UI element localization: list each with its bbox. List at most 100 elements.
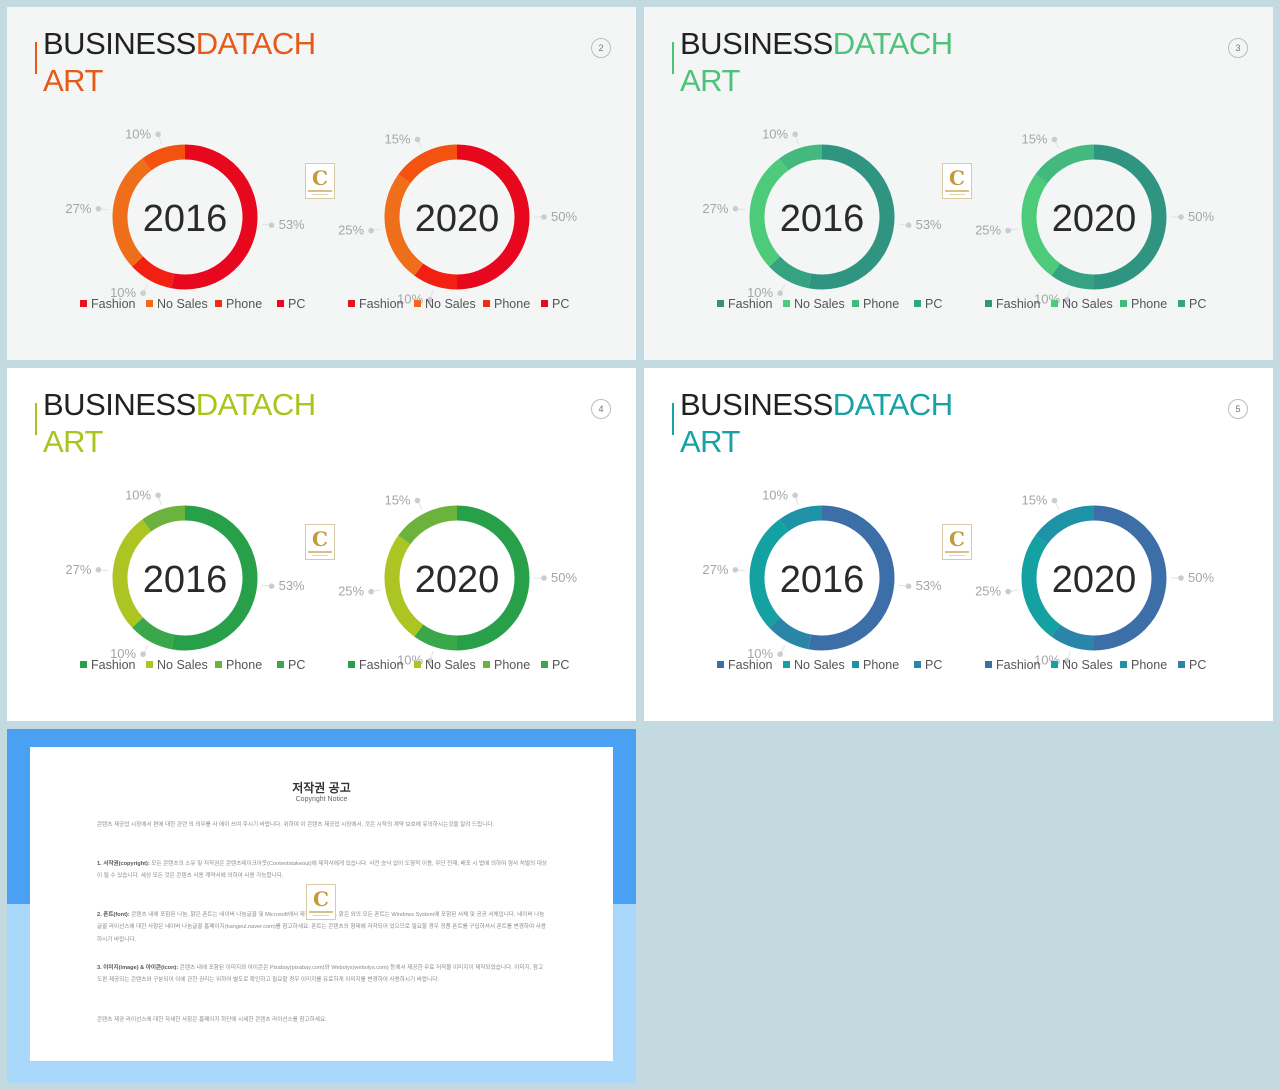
legend-swatch-no-sales bbox=[783, 300, 790, 307]
legend-swatch-pc bbox=[541, 300, 548, 307]
slide-2[interactable]: BUSINESSDATACH ART 2 53% 10% 27% 10% 2016 Fash… bbox=[7, 7, 636, 360]
legend-swatch-phone bbox=[852, 661, 859, 668]
slide-5[interactable]: BUSINESSDATACH ART 5 53% 10% 27% 10% 2016 Fash… bbox=[644, 368, 1273, 721]
watermark-logo: C bbox=[305, 163, 335, 199]
donut-charts: 53% 10% 27% 10% 2016 Fashion No Sales Phone PC 50… bbox=[702, 487, 1214, 672]
data-label-phone-2016: 27% bbox=[702, 201, 728, 216]
notice-title: 저작권 공고 bbox=[292, 781, 351, 795]
data-label-fashion-2020: 50% bbox=[551, 209, 577, 224]
title-accent-bar bbox=[672, 42, 674, 74]
data-label-no-sales-2016: 10% bbox=[747, 646, 773, 661]
leader-dot bbox=[1178, 575, 1184, 581]
title-part-datach: DATACH bbox=[195, 387, 316, 422]
leader-dot bbox=[155, 131, 161, 138]
year-label-2020: 2020 bbox=[1052, 198, 1137, 240]
data-label-no-sales-2016: 10% bbox=[747, 285, 773, 300]
donut-charts: 53% 10% 27% 10% 2016 Fashion No Sales Phone PC 50… bbox=[65, 126, 577, 311]
legend-swatch-pc bbox=[1178, 661, 1185, 668]
notice-section-image-head: 3. 이미지(image) & 아이콘(icon): bbox=[97, 965, 179, 971]
legend-swatch-fashion bbox=[717, 661, 724, 668]
data-label-pc-2020: 15% bbox=[384, 493, 410, 508]
legend-item-fashion: Fashion bbox=[91, 297, 136, 311]
leader-dot bbox=[1051, 497, 1058, 504]
legend-item-pc: PC bbox=[552, 297, 569, 311]
legend-swatch-phone bbox=[215, 661, 222, 668]
data-label-pc-2016: 10% bbox=[762, 126, 788, 141]
legend-swatch-pc bbox=[277, 300, 284, 307]
notice-section-copyright-body: 모든 콘텐츠의 소유 및 저작권은 콘텐츠테이크아웃(Contentstakeo… bbox=[97, 861, 547, 880]
data-label-fashion-2020: 50% bbox=[1188, 570, 1214, 585]
notice-subtitle: Copyright Notice bbox=[295, 796, 348, 803]
logo-letter-c-icon: C bbox=[949, 527, 965, 551]
legend-item-pc: PC bbox=[552, 658, 569, 672]
donut-slice-fashion-2016 bbox=[808, 505, 895, 651]
year-label-2016: 2016 bbox=[780, 559, 865, 601]
legend-item-no-sales: No Sales bbox=[157, 658, 208, 672]
legend-item-fashion: Fashion bbox=[359, 658, 404, 672]
title-accent-bar bbox=[35, 403, 37, 435]
legend-item-pc: PC bbox=[1189, 658, 1206, 672]
notice-section-font-body: 콘텐츠 내에 포함된 나눔, 맑은 폰트는 네이버 나눔글꼴 및 Microso… bbox=[97, 912, 547, 943]
leader-dot bbox=[155, 492, 161, 499]
donut-slice-fashion-2016 bbox=[808, 144, 895, 290]
legend-swatch-pc bbox=[541, 661, 548, 668]
donut-slice-no-sales-2016 bbox=[132, 617, 175, 650]
legend-swatch-fashion bbox=[985, 300, 992, 307]
page-number: 2 bbox=[591, 38, 611, 58]
slide-4[interactable]: BUSINESSDATACH ART 4 53% 10% 27% 10% 2016 Fash… bbox=[7, 368, 636, 721]
leader-dot bbox=[732, 206, 739, 212]
legend-swatch-pc bbox=[914, 661, 921, 668]
slide-3[interactable]: BUSINESSDATACH ART 3 53% 10% 27% 10% 2016 Fash… bbox=[644, 7, 1273, 360]
donut-slice-fashion-2016 bbox=[171, 505, 258, 651]
leader-dot bbox=[140, 290, 146, 297]
data-label-phone-2020: 25% bbox=[975, 223, 1001, 238]
donut-slice-pc-2016 bbox=[779, 144, 823, 171]
legend-item-phone: Phone bbox=[863, 658, 899, 672]
data-label-pc-2020: 15% bbox=[384, 132, 410, 147]
legend-item-no-sales: No Sales bbox=[794, 658, 845, 672]
legend-swatch-no-sales bbox=[1051, 300, 1058, 307]
copyright-notice-slide[interactable]: 저작권 공고 Copyright Notice 콘텐츠 제공업 시장에서 편에 … bbox=[7, 729, 636, 1083]
year-label-2016: 2016 bbox=[780, 198, 865, 240]
legend-swatch-fashion bbox=[348, 300, 355, 307]
legend-item-fashion: Fashion bbox=[728, 658, 773, 672]
legend-item-no-sales: No Sales bbox=[425, 658, 476, 672]
leader-dot bbox=[268, 222, 275, 228]
data-label-fashion-2020: 50% bbox=[551, 570, 577, 585]
page-title: BUSINESSDATACH ART bbox=[43, 386, 316, 460]
donut-slice-phone-2020 bbox=[384, 174, 424, 276]
leader-dot bbox=[1005, 588, 1011, 595]
data-label-pc-2020: 15% bbox=[1021, 493, 1047, 508]
title-part-datach: DATACH bbox=[832, 26, 953, 61]
legend-swatch-fashion bbox=[80, 661, 87, 668]
data-label-fashion-2016: 53% bbox=[279, 578, 305, 593]
leader-dot bbox=[268, 583, 275, 589]
title-part-datach: DATACH bbox=[832, 387, 953, 422]
legend-item-pc: PC bbox=[925, 658, 942, 672]
notice-section-image: 3. 이미지(image) & 아이콘(icon): 콘텐츠 내에 포함된 이미… bbox=[97, 962, 547, 987]
donut-slice-pc-2016 bbox=[142, 144, 186, 171]
leader-dot bbox=[1064, 657, 1070, 664]
legend-swatch-phone bbox=[483, 300, 490, 307]
legend-item-no-sales: No Sales bbox=[1062, 658, 1113, 672]
donut-charts: 53% 10% 27% 10% 2016 Fashion No Sales Phone PC 50… bbox=[65, 487, 577, 672]
legend-item-phone: Phone bbox=[1131, 658, 1167, 672]
donut-slice-no-sales-2020 bbox=[414, 624, 458, 651]
legend-swatch-no-sales bbox=[414, 661, 421, 668]
leader-dot bbox=[777, 290, 783, 297]
legend-item-phone: Phone bbox=[1131, 297, 1167, 311]
year-label-2020: 2020 bbox=[1052, 559, 1137, 601]
donut-slice-phone-2016 bbox=[749, 158, 789, 267]
data-label-pc-2016: 10% bbox=[125, 487, 151, 502]
legend-swatch-no-sales bbox=[1051, 661, 1058, 668]
legend-item-phone: Phone bbox=[226, 658, 262, 672]
legend-item-fashion: Fashion bbox=[996, 297, 1041, 311]
title-accent-bar bbox=[672, 403, 674, 435]
page-title: BUSINESSDATACH ART bbox=[43, 25, 316, 99]
donut-slice-no-sales-2016 bbox=[132, 256, 175, 289]
data-label-phone-2016: 27% bbox=[65, 201, 91, 216]
legend-item-phone: Phone bbox=[494, 658, 530, 672]
legend-swatch-no-sales bbox=[146, 661, 153, 668]
donut-slice-no-sales-2020 bbox=[414, 263, 458, 290]
leader-dot bbox=[95, 206, 102, 212]
